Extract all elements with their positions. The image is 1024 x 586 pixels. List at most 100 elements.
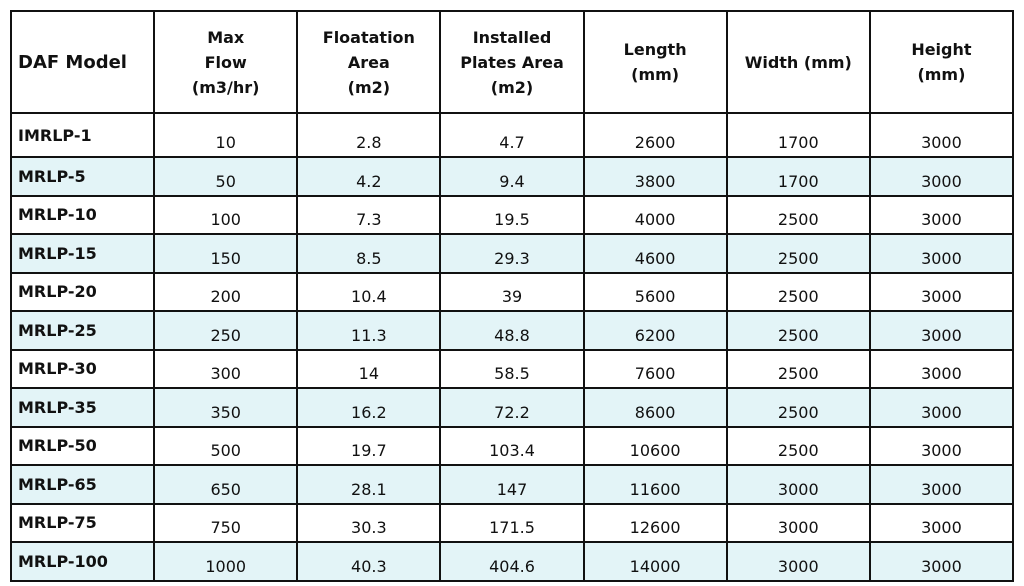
value-cell: 10.4 [296,271,442,312]
value-cell: 29.3 [439,233,585,274]
value-cell: 40.3 [296,541,442,582]
value-cell: 250 [153,310,299,351]
value-cell: 14 [296,348,442,389]
value-cell: 11.3 [296,310,442,351]
value-cell: 11600 [582,464,728,505]
model-cell: MRLP-25 [9,310,156,351]
value-cell: 3000 [725,464,871,505]
value-cell: 19.5 [439,194,585,235]
value-cell: 7.3 [296,194,442,235]
value-cell: 3000 [868,464,1015,505]
value-cell: 1700 [725,156,871,197]
value-cell: 4.2 [296,156,442,197]
column-header: DAF Model [9,10,156,114]
value-cell: 3000 [868,387,1015,428]
value-cell: 500 [153,425,299,466]
value-cell: 650 [153,464,299,505]
value-cell: 200 [153,271,299,312]
table-row: MRLP-100 1000 40.3 404.6 14000 3000 3000 [9,541,1015,582]
value-cell: 16.2 [296,387,442,428]
value-cell: 10600 [582,425,728,466]
model-cell: MRLP-10 [9,194,156,235]
value-cell: 350 [153,387,299,428]
value-cell: 19.7 [296,425,442,466]
column-header: Width (mm) [725,10,871,114]
table-row: MRLP-35 350 16.2 72.2 8600 2500 3000 [9,387,1015,428]
value-cell: 103.4 [439,425,585,466]
value-cell: 2600 [582,112,728,158]
value-cell: 12600 [582,502,728,543]
value-cell: 3000 [868,156,1015,197]
value-cell: 4.7 [439,112,585,158]
value-cell: 3800 [582,156,728,197]
value-cell: 3000 [868,310,1015,351]
column-header: Installed Plates Area (m2) [439,10,585,114]
model-cell: MRLP-30 [9,348,156,389]
value-cell: 150 [153,233,299,274]
value-cell: 48.8 [439,310,585,351]
model-cell: MRLP-50 [9,425,156,466]
value-cell: 58.5 [439,348,585,389]
value-cell: 300 [153,348,299,389]
value-cell: 3000 [725,541,871,582]
value-cell: 2.8 [296,112,442,158]
value-cell: 8.5 [296,233,442,274]
column-header: Length (mm) [582,10,728,114]
value-cell: 14000 [582,541,728,582]
header-row: DAF Model Max Flow (m3/hr) Floatation Area… [9,10,1015,114]
table-row: IMRLP-1 10 2.8 4.7 2600 1700 3000 [9,112,1015,158]
model-cell: MRLP-5 [9,156,156,197]
value-cell: 3000 [868,425,1015,466]
value-cell: 10 [153,112,299,158]
value-cell: 6200 [582,310,728,351]
value-cell: 30.3 [296,502,442,543]
value-cell: 2500 [725,271,871,312]
value-cell: 50 [153,156,299,197]
value-cell: 3000 [868,271,1015,312]
value-cell: 171.5 [439,502,585,543]
value-cell: 2500 [725,387,871,428]
value-cell: 7600 [582,348,728,389]
table-row: MRLP-25 250 11.3 48.8 6200 2500 3000 [9,310,1015,351]
model-cell: IMRLP-1 [9,112,156,158]
value-cell: 3000 [868,112,1015,158]
table-row: MRLP-75 750 30.3 171.5 12600 3000 3000 [9,502,1015,543]
table-row: MRLP-50 500 19.7 103.4 10600 2500 3000 [9,425,1015,466]
value-cell: 147 [439,464,585,505]
value-cell: 3000 [868,541,1015,582]
model-cell: MRLP-15 [9,233,156,274]
value-cell: 3000 [725,502,871,543]
value-cell: 3000 [868,233,1015,274]
model-cell: MRLP-65 [9,464,156,505]
value-cell: 1700 [725,112,871,158]
value-cell: 4600 [582,233,728,274]
value-cell: 2500 [725,194,871,235]
model-cell: MRLP-75 [9,502,156,543]
model-cell: MRLP-20 [9,271,156,312]
value-cell: 2500 [725,425,871,466]
value-cell: 2500 [725,348,871,389]
table-row: MRLP-5 50 4.2 9.4 3800 1700 3000 [9,156,1015,197]
value-cell: 1000 [153,541,299,582]
table-body: IMRLP-1 10 2.8 4.7 2600 1700 3000 MRLP-5 50 4.2 9.… [9,112,1015,582]
value-cell: 3000 [868,348,1015,389]
value-cell: 2500 [725,233,871,274]
value-cell: 3000 [868,502,1015,543]
value-cell: 8600 [582,387,728,428]
table-row: MRLP-30 300 14 58.5 7600 2500 3000 [9,348,1015,389]
table-row: MRLP-20 200 10.4 39 5600 2500 3000 [9,271,1015,312]
table-row: MRLP-10 100 7.3 19.5 4000 2500 3000 [9,194,1015,235]
daf-table: DAF Model Max Flow (m3/hr) Floatation Area… [9,10,1015,582]
value-cell: 3000 [868,194,1015,235]
column-header: Height (mm) [868,10,1015,114]
value-cell: 72.2 [439,387,585,428]
column-header: Floatation Area (m2) [296,10,442,114]
value-cell: 5600 [582,271,728,312]
value-cell: 750 [153,502,299,543]
value-cell: 9.4 [439,156,585,197]
column-header: Max Flow (m3/hr) [153,10,299,114]
model-cell: MRLP-35 [9,387,156,428]
value-cell: 2500 [725,310,871,351]
value-cell: 100 [153,194,299,235]
